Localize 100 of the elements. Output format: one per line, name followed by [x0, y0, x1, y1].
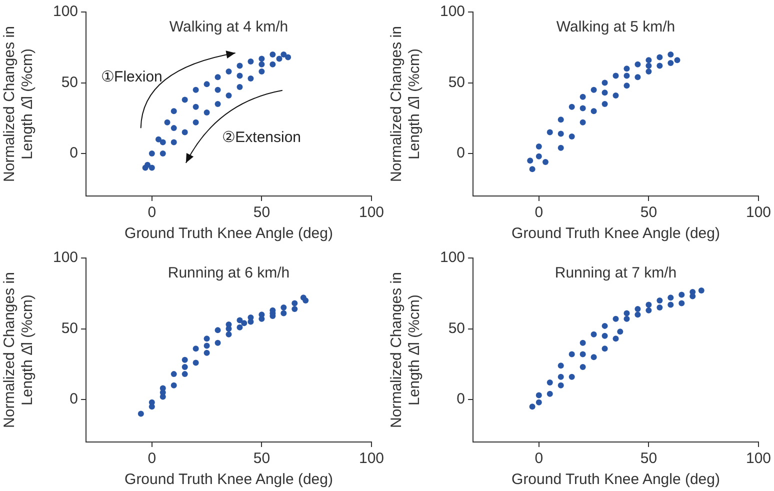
point	[546, 129, 553, 136]
x-tick-label: 100	[358, 450, 384, 468]
point	[558, 374, 564, 380]
point	[612, 92, 619, 99]
point	[558, 130, 564, 137]
point	[236, 62, 243, 69]
point	[182, 371, 188, 378]
point	[292, 300, 298, 306]
point	[590, 354, 597, 360]
point	[580, 94, 586, 100]
point	[192, 346, 199, 352]
point	[656, 304, 663, 311]
point	[674, 57, 680, 64]
y-tick-label: 50	[448, 74, 466, 91]
point	[204, 336, 210, 342]
point	[214, 86, 221, 93]
point	[624, 310, 630, 316]
point	[204, 109, 210, 116]
y-tick-label: 50	[61, 74, 78, 91]
point	[529, 166, 536, 172]
point	[602, 332, 608, 339]
point	[602, 346, 608, 352]
point	[590, 108, 597, 114]
text: Walking at 5 km/h	[556, 18, 676, 36]
point	[624, 316, 630, 322]
point	[236, 317, 243, 324]
x-tick-label: 100	[746, 204, 771, 222]
point	[204, 81, 210, 88]
x-tick-label: 100	[746, 450, 771, 468]
point	[276, 56, 282, 62]
x-tick-label: 0	[148, 204, 156, 222]
point	[602, 322, 608, 329]
point	[646, 62, 652, 69]
point	[192, 104, 199, 110]
y-axis-title: Normalized Changes in Length Δ̂l (%cm)	[1, 272, 36, 428]
point	[678, 300, 685, 306]
x-tick-label: 0	[534, 204, 544, 222]
point	[536, 399, 542, 406]
point	[170, 139, 177, 146]
text: Running at 7 km/h	[554, 264, 677, 282]
point	[568, 374, 575, 380]
point	[192, 86, 199, 93]
point	[646, 57, 652, 64]
point	[280, 310, 287, 316]
point	[258, 68, 265, 74]
point	[580, 340, 586, 346]
point	[214, 327, 221, 334]
point	[634, 74, 641, 80]
y-axis-title: Normalized Changes in Length Δ̂l (%cm)	[388, 26, 424, 182]
y-tick-label: 100	[440, 249, 466, 266]
point	[226, 331, 232, 338]
point	[164, 119, 170, 126]
annotation: ②Extension	[222, 129, 302, 146]
point	[236, 72, 243, 79]
y-tick-label: 0	[456, 144, 466, 162]
point	[248, 58, 254, 65]
point	[270, 51, 276, 58]
point	[612, 72, 619, 79]
point	[580, 105, 586, 112]
point	[182, 96, 188, 103]
point	[280, 304, 287, 311]
y-axis-title: Normalized Changes in Length Δ̂l (%cm)	[388, 272, 424, 428]
y-tick-label: 100	[52, 3, 78, 20]
point	[204, 342, 210, 349]
point	[192, 119, 199, 126]
point	[204, 350, 210, 356]
point	[580, 351, 586, 358]
point	[668, 60, 674, 66]
point	[280, 51, 287, 58]
x-axis-title: Ground Truth Knee Angle (deg)	[124, 471, 333, 488]
point	[558, 116, 564, 123]
point	[138, 410, 144, 417]
x-tick-label: 50	[640, 450, 658, 468]
point	[580, 119, 586, 126]
text: Running at 6 km/h	[168, 264, 290, 282]
point	[542, 159, 548, 166]
point	[624, 66, 630, 72]
point	[546, 390, 553, 397]
point	[656, 62, 663, 69]
x-tick-label: 50	[253, 450, 270, 468]
point	[612, 336, 619, 342]
point	[568, 351, 575, 358]
point	[170, 382, 177, 388]
point	[558, 362, 564, 369]
point	[160, 139, 166, 146]
point	[285, 54, 292, 60]
point	[634, 306, 641, 312]
point	[527, 158, 534, 164]
x-tick-label: 100	[358, 204, 384, 222]
y-tick-label: 0	[456, 390, 466, 408]
y-axis-title: Normalized Changes in Length Δ̂l (%cm)	[1, 26, 36, 182]
point	[678, 292, 685, 298]
point	[634, 312, 641, 318]
point	[646, 68, 652, 74]
point	[698, 288, 704, 294]
point	[590, 86, 597, 93]
point	[536, 392, 542, 398]
point	[668, 302, 674, 308]
point	[634, 61, 641, 68]
y-tick-label: 100	[52, 249, 78, 266]
